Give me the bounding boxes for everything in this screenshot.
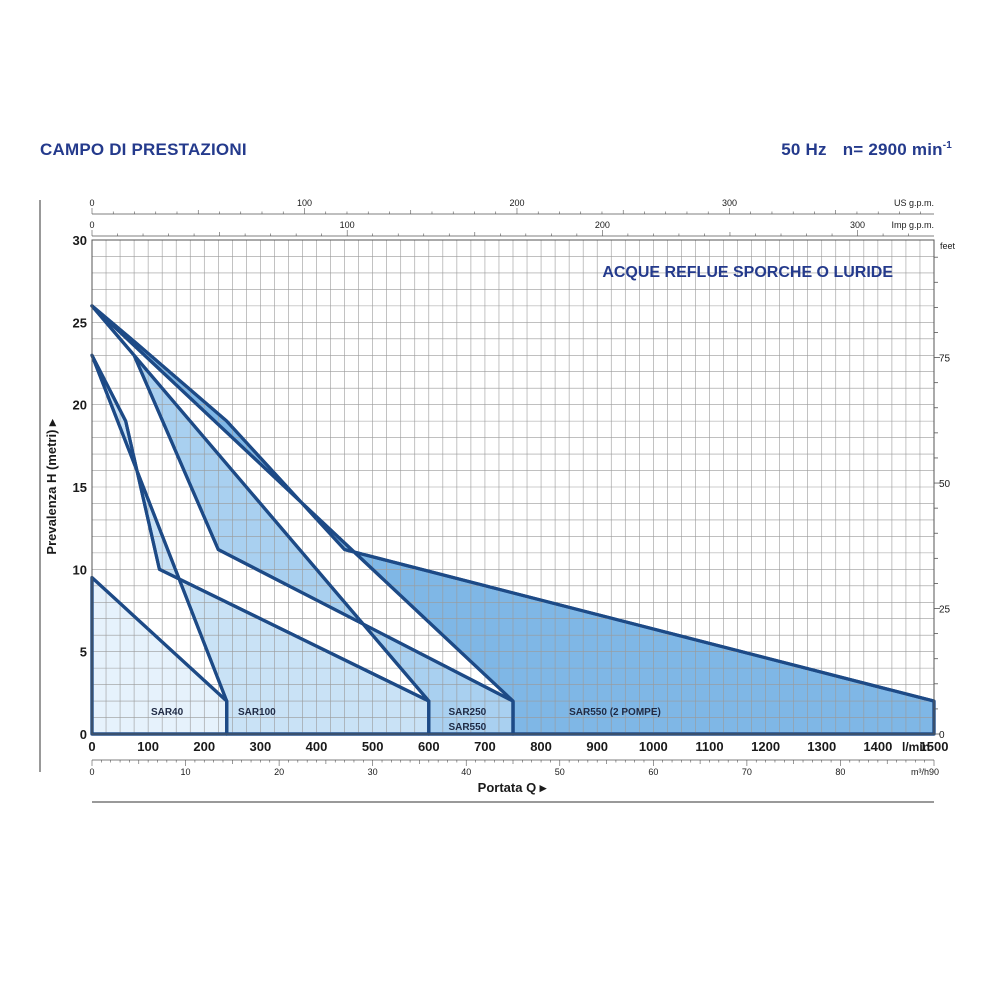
x-tick-label: 500 <box>362 739 384 754</box>
plot-frame <box>91 239 935 735</box>
speed-exponent: -1 <box>942 140 952 151</box>
m3h-tick-label: 10 <box>181 767 191 777</box>
y-tick-label: 5 <box>80 645 87 660</box>
imp-gpm-tick-label: 200 <box>595 220 610 230</box>
frequency-label: 50 Hz <box>781 140 827 159</box>
y-tick-label: 30 <box>73 233 87 248</box>
x-tick-label: 900 <box>586 739 608 754</box>
x-tick-label: 700 <box>474 739 496 754</box>
m3h-tick-label: 70 <box>742 767 752 777</box>
region-label: SAR550 <box>448 722 486 733</box>
m3h-tick-label: 0 <box>89 767 94 777</box>
y-tick-label: 25 <box>73 315 87 330</box>
region-label: SAR550 (2 POMPE) <box>569 707 661 718</box>
region-label: SAR250 <box>448 707 486 718</box>
chart-title: ACQUE REFLUE SPORCHE O LURIDE <box>602 264 893 281</box>
region-label: SAR100 <box>238 707 276 718</box>
y-tick-label: 15 <box>73 480 87 495</box>
imp-gpm-tick-label: 300 <box>850 220 865 230</box>
m3h-unit-label: m³/h <box>911 767 929 777</box>
feet-tick-label: 50 <box>939 479 951 490</box>
us-gpm-tick-label: 100 <box>297 198 312 208</box>
x-tick-label: 0 <box>88 739 95 754</box>
m3h-tick-label: 60 <box>648 767 658 777</box>
x-tick-label: 600 <box>418 739 440 754</box>
x-unit-label: l/min <box>902 740 930 754</box>
m3h-tick-label: 20 <box>274 767 284 777</box>
imp-gpm-unit-label: Imp g.p.m. <box>891 220 934 230</box>
x-tick-label: 1200 <box>751 739 780 754</box>
x-tick-label: 1100 <box>695 739 723 754</box>
m3h-tick-label: 30 <box>368 767 378 777</box>
y-tick-label: 0 <box>80 727 87 742</box>
page-title: CAMPO DI PRESTAZIONI <box>40 140 247 159</box>
feet-tick-label: 75 <box>939 354 951 365</box>
x-tick-label: 300 <box>250 739 272 754</box>
speed-info: 50 Hz n= 2900 min-1 <box>781 140 952 160</box>
x-axis-label: Portata Q ▸ <box>478 780 548 795</box>
imp-gpm-tick-label: 100 <box>340 220 355 230</box>
y-tick-label: 10 <box>73 562 87 577</box>
x-tick-label: 1500 <box>920 739 949 754</box>
feet-tick-label: 25 <box>939 605 951 616</box>
y-tick-label: 20 <box>73 398 87 413</box>
imp-gpm-tick-label: 0 <box>89 220 94 230</box>
x-tick-label: 100 <box>137 739 159 754</box>
x-tick-label: 200 <box>193 739 215 754</box>
us-gpm-tick-label: 300 <box>722 198 737 208</box>
feet-unit-label: feet <box>940 241 956 251</box>
x-tick-label: 1300 <box>807 739 836 754</box>
m3h-tick-label: 90 <box>929 767 939 777</box>
x-tick-label: 1400 <box>863 739 892 754</box>
speed-label: n= 2900 min <box>842 140 943 159</box>
us-gpm-tick-label: 200 <box>509 198 524 208</box>
x-tick-label: 1000 <box>639 739 668 754</box>
feet-tick-label: 0 <box>939 730 945 741</box>
us-gpm-tick-label: 0 <box>89 198 94 208</box>
x-tick-label: 400 <box>306 739 328 754</box>
region-label: SAR40 <box>151 707 184 718</box>
m3h-tick-label: 80 <box>835 767 845 777</box>
m3h-tick-label: 50 <box>555 767 565 777</box>
y-axis-label: Prevalenza H (metri) ▸ <box>44 418 59 555</box>
us-gpm-unit-label: US g.p.m. <box>894 198 934 208</box>
x-tick-label: 800 <box>530 739 552 754</box>
m3h-tick-label: 40 <box>461 767 471 777</box>
